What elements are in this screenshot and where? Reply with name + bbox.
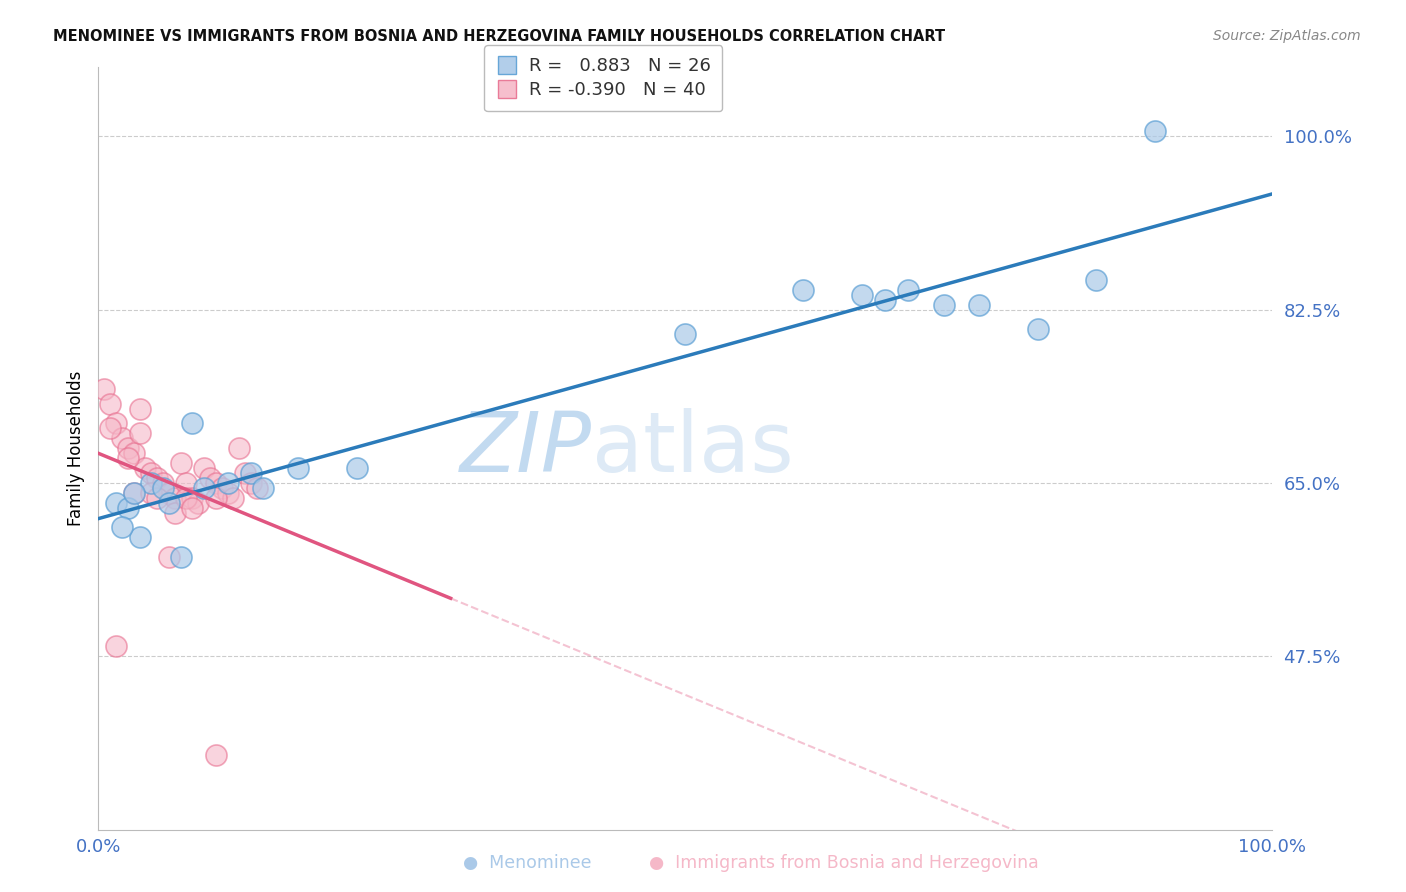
Point xyxy=(851,287,873,301)
Point xyxy=(146,491,169,505)
Point xyxy=(193,461,215,475)
Point xyxy=(105,417,128,431)
Point xyxy=(117,441,139,455)
Point xyxy=(169,456,191,470)
Point xyxy=(205,491,228,505)
Point xyxy=(122,485,145,500)
Point xyxy=(346,461,368,475)
Point xyxy=(792,283,814,297)
Point xyxy=(105,496,128,510)
Point xyxy=(193,481,215,495)
Point xyxy=(157,485,180,500)
Point xyxy=(141,485,163,500)
Legend: R =   0.883   N = 26, R = -0.390   N = 40: R = 0.883 N = 26, R = -0.390 N = 40 xyxy=(484,45,723,112)
Point xyxy=(240,475,263,490)
Text: ●  Immigrants from Bosnia and Herzegovina: ● Immigrants from Bosnia and Herzegovina xyxy=(648,855,1039,872)
Point xyxy=(198,471,221,485)
Text: MENOMINEE VS IMMIGRANTS FROM BOSNIA AND HERZEGOVINA FAMILY HOUSEHOLDS CORRELATIO: MENOMINEE VS IMMIGRANTS FROM BOSNIA AND … xyxy=(53,29,946,44)
Point xyxy=(181,500,204,515)
Point xyxy=(98,397,121,411)
Point xyxy=(122,446,145,460)
Y-axis label: Family Households: Family Households xyxy=(66,370,84,526)
Point xyxy=(141,466,163,480)
Point xyxy=(217,485,239,500)
Point xyxy=(117,451,139,466)
Text: atlas: atlas xyxy=(592,408,793,489)
Point xyxy=(246,481,269,495)
Point xyxy=(181,417,204,431)
Point xyxy=(157,550,180,565)
Text: ZIP: ZIP xyxy=(460,408,592,489)
Point xyxy=(205,475,228,490)
Point xyxy=(240,466,263,480)
Point xyxy=(675,327,697,342)
Point xyxy=(873,293,896,307)
Point xyxy=(233,466,256,480)
Point xyxy=(128,426,150,441)
Point xyxy=(98,421,121,435)
Point xyxy=(211,481,233,495)
Point xyxy=(134,461,156,475)
Point xyxy=(128,530,150,544)
Point xyxy=(967,297,990,311)
Point xyxy=(111,431,134,445)
Point xyxy=(897,283,920,297)
Point xyxy=(222,491,245,505)
Point xyxy=(187,496,209,510)
Point xyxy=(128,401,150,416)
Point xyxy=(1085,273,1108,287)
Point xyxy=(228,441,250,455)
Point xyxy=(169,550,191,565)
Point xyxy=(117,500,139,515)
Point xyxy=(152,475,174,490)
Point xyxy=(176,491,198,505)
Point xyxy=(146,471,169,485)
Point xyxy=(163,491,186,505)
Point xyxy=(122,485,145,500)
Point xyxy=(1144,124,1167,138)
Point xyxy=(105,640,128,654)
Point xyxy=(932,297,955,311)
Point xyxy=(163,506,186,520)
Text: Source: ZipAtlas.com: Source: ZipAtlas.com xyxy=(1213,29,1361,43)
Point xyxy=(252,481,274,495)
Point xyxy=(152,481,174,495)
Point xyxy=(111,520,134,534)
Point xyxy=(176,475,198,490)
Point xyxy=(93,382,115,396)
Point xyxy=(141,475,163,490)
Text: ●  Menominee: ● Menominee xyxy=(463,855,592,872)
Point xyxy=(287,461,309,475)
Point xyxy=(217,475,239,490)
Point xyxy=(157,496,180,510)
Point xyxy=(1026,322,1049,336)
Point xyxy=(205,748,228,763)
Point xyxy=(181,491,204,505)
